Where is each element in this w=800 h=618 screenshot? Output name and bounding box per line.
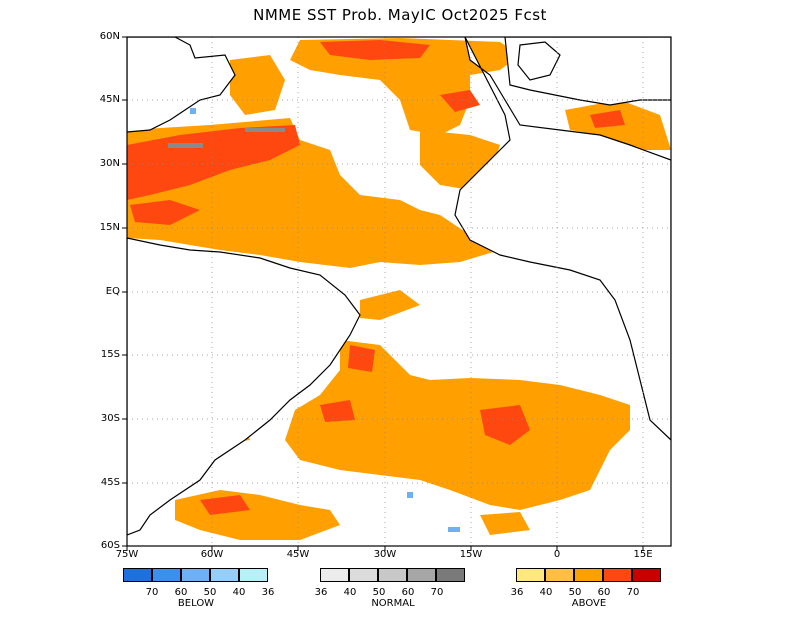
legend-normal-swatch [407, 568, 436, 582]
lon-label-0: 0 [553, 549, 561, 560]
lat-label-60n: 60N [99, 31, 120, 42]
legend-below-tick: 50 [203, 587, 217, 598]
axis-ticks [122, 36, 644, 551]
legend-below-swatch [123, 568, 152, 582]
legend-normal-swatch [436, 568, 465, 582]
above-normal-high-shading [127, 40, 625, 515]
lat-label-eq: EQ [105, 286, 120, 297]
legend-normal-swatch [320, 568, 349, 582]
legend-above-tick: 50 [568, 587, 582, 598]
lon-label-45w: 45W [286, 549, 310, 560]
normal-shading [168, 128, 285, 148]
lat-label-15s: 15S [100, 349, 120, 360]
lon-label-75w: 75W [115, 549, 139, 560]
legend-above-swatch [545, 568, 574, 582]
landmasses [127, 37, 671, 536]
africa-coast [454, 37, 671, 441]
lat-label-45n: 45N [99, 94, 120, 105]
legend-below-tick: 70 [145, 587, 159, 598]
lon-label-15e: 15E [633, 549, 653, 560]
south-america-coast [127, 237, 361, 536]
legend-above-title: ABOVE [571, 598, 607, 609]
legend-above-tick: 36 [510, 587, 524, 598]
british-isles [517, 41, 561, 81]
lon-label-60w: 60W [200, 549, 224, 560]
lat-label-15n: 15N [99, 222, 120, 233]
legend-above-swatch [603, 568, 632, 582]
legend-normal-tick: 50 [372, 587, 386, 598]
legend-below-swatch [210, 568, 239, 582]
legend-normal-tick: 70 [430, 587, 444, 598]
legend-above-swatch [632, 568, 661, 582]
legend-above-tick: 70 [626, 587, 640, 598]
legend-normal-tick: 40 [343, 587, 357, 598]
north-america-coast [127, 37, 236, 133]
legend-below-swatch [152, 568, 181, 582]
legend-below-tick: 40 [232, 587, 246, 598]
graticule [127, 37, 671, 546]
legend-below-title: BELOW [177, 598, 215, 609]
legend-normal-tick: 36 [314, 587, 328, 598]
legend-normal-swatch [349, 568, 378, 582]
legend-below-swatch [181, 568, 210, 582]
lat-label-30s: 30S [100, 413, 120, 424]
legend-normal-tick: 60 [401, 587, 415, 598]
map-title: NMME SST Prob. MayIC Oct2025 Fcst [253, 6, 547, 24]
legend-above-tick: 60 [597, 587, 611, 598]
legend-below-tick: 60 [174, 587, 188, 598]
lat-label-60s: 60S [100, 540, 120, 551]
legend-normal-swatch [378, 568, 407, 582]
legend-below-tick: 36 [261, 587, 275, 598]
lon-label-15w: 15W [459, 549, 483, 560]
lat-label-30n: 30N [99, 158, 120, 169]
legend-above-tick: 40 [539, 587, 553, 598]
lat-label-45s: 45S [100, 477, 120, 488]
lon-label-30w: 30W [373, 549, 397, 560]
legend-normal-title: NORMAL [371, 598, 415, 609]
legend-above-swatch [574, 568, 603, 582]
legend-below-swatch [239, 568, 268, 582]
legend-above-swatch [516, 568, 545, 582]
